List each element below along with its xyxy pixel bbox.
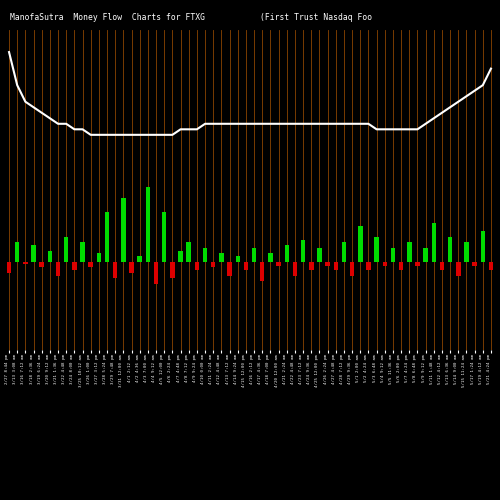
Bar xyxy=(64,237,68,262)
Bar xyxy=(284,245,289,262)
Bar xyxy=(194,262,199,270)
Bar xyxy=(56,262,60,276)
Bar xyxy=(415,262,420,266)
Bar xyxy=(390,248,395,262)
Bar xyxy=(186,242,191,262)
Bar xyxy=(15,242,20,262)
Bar xyxy=(252,248,256,262)
Bar xyxy=(432,223,436,262)
Bar xyxy=(292,262,297,276)
Bar xyxy=(32,245,36,262)
Bar xyxy=(96,254,101,262)
Bar xyxy=(7,262,12,273)
Bar xyxy=(88,262,93,267)
Bar xyxy=(317,248,322,262)
Bar xyxy=(382,262,387,266)
Bar xyxy=(366,262,370,270)
Text: ManofaSutra  Money Flow  Charts for FTXG: ManofaSutra Money Flow Charts for FTXG xyxy=(10,12,205,22)
Bar xyxy=(138,256,142,262)
Bar xyxy=(170,262,174,278)
Bar xyxy=(350,262,354,276)
Bar xyxy=(374,237,379,262)
Bar xyxy=(154,262,158,284)
Bar xyxy=(244,262,248,270)
Bar xyxy=(334,262,338,270)
Bar xyxy=(456,262,460,276)
Bar xyxy=(130,262,134,273)
Bar xyxy=(121,198,126,262)
Bar xyxy=(48,250,52,262)
Bar xyxy=(105,212,110,262)
Bar xyxy=(399,262,404,270)
Bar xyxy=(472,262,477,266)
Bar xyxy=(228,262,232,276)
Bar xyxy=(268,254,272,262)
Bar xyxy=(407,242,412,262)
Bar xyxy=(276,262,281,266)
Bar xyxy=(236,256,240,262)
Bar xyxy=(358,226,362,262)
Bar xyxy=(260,262,264,281)
Bar xyxy=(448,237,452,262)
Bar xyxy=(23,262,28,264)
Bar xyxy=(40,262,44,267)
Bar xyxy=(219,254,224,262)
Bar xyxy=(178,250,183,262)
Bar xyxy=(464,242,468,262)
Bar xyxy=(309,262,314,270)
Bar xyxy=(480,232,485,262)
Bar xyxy=(162,212,166,262)
Bar xyxy=(203,248,207,262)
Bar xyxy=(424,248,428,262)
Bar xyxy=(72,262,76,270)
Text: (First Trust Nasdaq Foo: (First Trust Nasdaq Foo xyxy=(260,12,372,22)
Bar xyxy=(342,242,346,262)
Bar xyxy=(80,242,85,262)
Bar xyxy=(113,262,117,278)
Bar xyxy=(488,262,493,270)
Bar xyxy=(440,262,444,270)
Bar xyxy=(146,187,150,262)
Bar xyxy=(211,262,216,267)
Bar xyxy=(326,262,330,266)
Bar xyxy=(301,240,306,262)
